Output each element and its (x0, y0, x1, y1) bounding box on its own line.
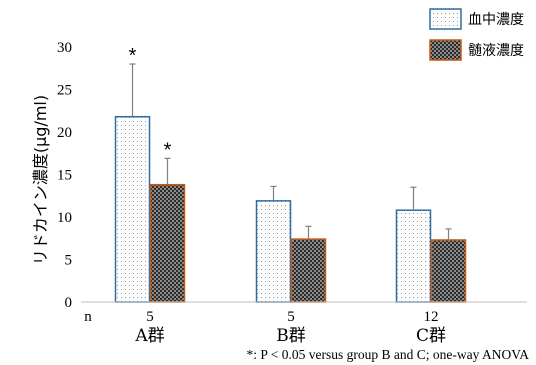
y-axis-ticks: 0 5 10 15 20 25 30 (57, 40, 72, 311)
n-value: 5 (146, 309, 154, 325)
bar-髄液濃度-C群 (430, 239, 467, 303)
bar-髄液濃度-A群 (149, 183, 186, 303)
y-tick-label: 20 (57, 125, 72, 141)
category-label: B群 (276, 326, 306, 346)
significance-markers: ** (129, 45, 172, 161)
significance-star: * (164, 139, 172, 161)
error-bars (129, 63, 452, 240)
category-label: A群 (134, 326, 164, 346)
category-labels: A群 B群 C群 (134, 326, 446, 346)
legend-swatch (429, 39, 462, 61)
n-value: 12 (424, 309, 439, 325)
category-label: C群 (416, 326, 446, 346)
y-tick-label: 5 (65, 253, 73, 269)
legend-label: 髄液濃度 (468, 43, 524, 59)
y-tick-label: 15 (57, 168, 72, 184)
footnote: *: P < 0.05 versus group B and C; one-wa… (247, 347, 530, 362)
y-tick-label: 0 (65, 295, 73, 311)
y-tick-label: 25 (57, 83, 72, 99)
n-values: 5 5 12 (146, 309, 438, 325)
bar-血中濃度-C群 (395, 209, 432, 303)
n-value: 5 (287, 309, 295, 325)
y-tick-label: 10 (57, 210, 72, 226)
bar-血中濃度-A群 (114, 115, 151, 303)
significance-star: * (129, 45, 137, 67)
bar-髄液濃度-B群 (290, 238, 327, 303)
y-axis-label: リドカイン濃度(μg/ml) (31, 95, 50, 265)
legend-swatch (429, 8, 462, 30)
y-tick-label: 30 (57, 40, 72, 56)
bar-血中濃度-B群 (255, 200, 292, 303)
n-row-label: n (84, 309, 92, 325)
legend-label: 血中濃度 (468, 12, 524, 28)
